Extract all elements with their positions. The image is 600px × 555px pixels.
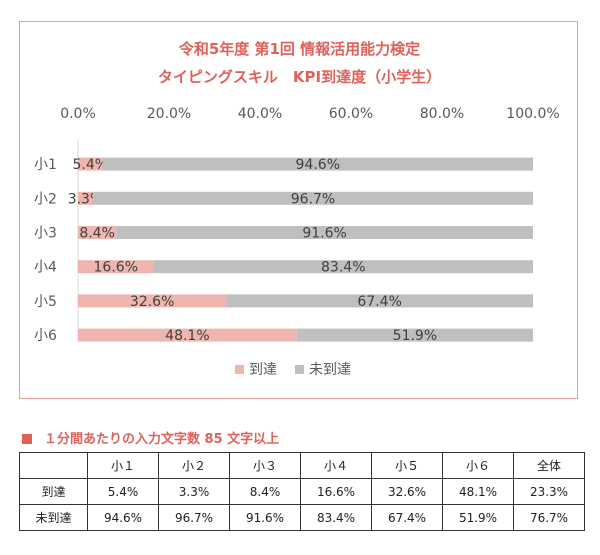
y-tick-label: 小2 (34, 191, 57, 207)
table-cell: 3.3% (158, 478, 230, 505)
table-cell: 48.1% (442, 478, 514, 505)
table-cell: 83.4% (300, 504, 372, 531)
table-cell: 91.6% (229, 504, 301, 531)
chart-frame: 令和5年度 第1回 情報活用能力検定 タイピングスキル KPI到達度（小学生） … (19, 21, 578, 399)
data-label: 48.1% (165, 328, 209, 344)
data-label: 32.6% (130, 294, 174, 310)
x-tick-label: 80.0% (420, 106, 464, 122)
table-row: 未到達 94.6% 96.7% 91.6% 83.4% 67.4% 51.9% … (19, 504, 585, 531)
y-tick-label: 小5 (34, 294, 57, 310)
y-tick-label: 小3 (34, 226, 57, 242)
table-header-cell: 全体 (513, 452, 585, 479)
table-header-cell (19, 452, 88, 479)
legend-swatch (295, 365, 304, 374)
table-cell: 67.4% (371, 504, 443, 531)
table-cell: 8.4% (229, 478, 301, 505)
chart-title: 令和5年度 第1回 情報活用能力検定 (178, 40, 421, 58)
table-header-cell: 小２ (158, 452, 230, 479)
legend-swatch (235, 365, 244, 374)
data-label: 8.4% (79, 226, 115, 242)
y-tick-label: 小1 (34, 157, 57, 173)
x-tick-label: 40.0% (238, 106, 282, 122)
table-cell: 16.6% (300, 478, 372, 505)
bar-reached (78, 157, 103, 171)
table-cell: 5.4% (87, 478, 159, 505)
square-bullet-icon (22, 434, 32, 444)
bar-reached (78, 260, 154, 274)
bar-not-reached (153, 260, 533, 274)
table-row-label: 到達 (19, 478, 88, 505)
chart-subtitle: タイピングスキル KPI到達度（小学生） (157, 68, 442, 86)
table-cell: 51.9% (442, 504, 514, 531)
bar-not-reached (93, 191, 533, 205)
table-cell: 23.3% (513, 478, 585, 505)
bar-not-reached (116, 226, 533, 239)
data-label: 51.9% (393, 328, 437, 344)
legend-label: 未到達 (309, 362, 351, 378)
data-table: 小１ 小２ 小３ 小４ 小５ 小６ 全体 到達 5.4% 3.3% 8.4% 1… (19, 452, 585, 531)
table-section-heading: １分間あたりの入力文字数 85 文字以上 (22, 428, 279, 447)
y-tick-label: 小6 (34, 328, 57, 344)
table-cell: 94.6% (87, 504, 159, 531)
x-tick-label: 60.0% (329, 106, 373, 122)
table-row-label: 未到達 (19, 504, 88, 531)
table-row: 到達 5.4% 3.3% 8.4% 16.6% 32.6% 48.1% 23.3… (19, 478, 585, 505)
table-header-row: 小１ 小２ 小３ 小４ 小５ 小６ 全体 (19, 452, 585, 479)
data-label: 67.4% (357, 294, 401, 310)
bar-not-reached (226, 294, 533, 308)
bar-not-reached (296, 328, 533, 342)
table-cell: 96.7% (158, 504, 230, 531)
x-tick-label: 0.0% (60, 106, 96, 122)
stacked-bar-chart: 0.0% 20.0% 40.0% 60.0% 80.0% 100.0% 小1 5.4% 94.6… (34, 106, 560, 378)
data-label: 16.6% (94, 260, 138, 276)
data-label: 83.4% (321, 260, 365, 276)
table-header-cell: 小４ (300, 452, 372, 479)
y-tick-label: 小4 (34, 260, 57, 276)
data-label: 91.6% (302, 226, 346, 242)
x-tick-label: 20.0% (147, 106, 191, 122)
x-tick-label: 100.0% (506, 106, 559, 122)
data-label: 94.6% (296, 157, 340, 173)
table-header-cell: 小１ (87, 452, 159, 479)
legend-label: 到達 (249, 362, 277, 378)
table-header-cell: 小５ (371, 452, 443, 479)
table-header-cell: 小６ (442, 452, 514, 479)
bar-reached (78, 328, 297, 342)
data-label: 5.4% (72, 157, 108, 173)
table-section-heading-text: １分間あたりの入力文字数 85 文字以上 (44, 432, 280, 447)
data-label: 96.7% (291, 191, 335, 207)
table-header-cell: 小３ (229, 452, 301, 479)
bar-reached (78, 294, 227, 308)
table-cell: 76.7% (513, 504, 585, 531)
bar-not-reached (102, 157, 533, 171)
bar-reached (78, 191, 94, 205)
table-cell: 32.6% (371, 478, 443, 505)
bar-reached (78, 226, 117, 239)
